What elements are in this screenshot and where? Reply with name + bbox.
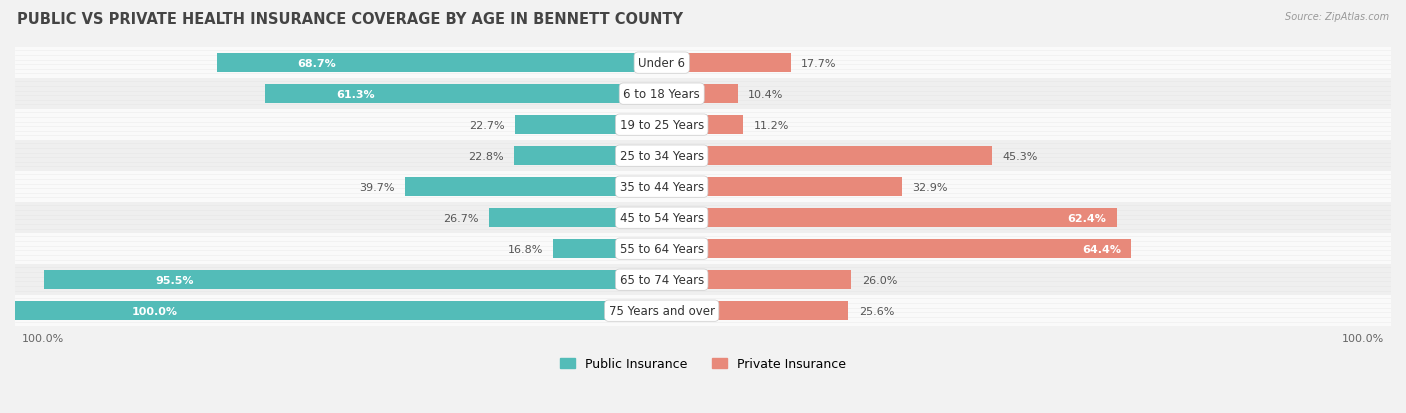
Bar — [515, 147, 662, 166]
Text: Under 6: Under 6 — [638, 57, 685, 70]
Text: 45 to 54 Years: 45 to 54 Years — [620, 211, 704, 225]
Text: 16.8%: 16.8% — [508, 244, 543, 254]
Text: 100.0%: 100.0% — [22, 333, 65, 343]
Text: Source: ZipAtlas.com: Source: ZipAtlas.com — [1285, 12, 1389, 22]
Bar — [15, 203, 1391, 234]
Bar — [15, 301, 662, 320]
Bar — [15, 141, 1391, 172]
Bar — [405, 178, 662, 197]
Legend: Public Insurance, Private Insurance: Public Insurance, Private Insurance — [560, 357, 846, 370]
Bar — [266, 85, 662, 104]
Text: 26.0%: 26.0% — [862, 275, 897, 285]
Text: 25.6%: 25.6% — [859, 306, 894, 316]
Bar — [15, 234, 1391, 264]
Bar — [662, 178, 901, 197]
Text: 45.3%: 45.3% — [1002, 151, 1038, 161]
Bar — [489, 209, 662, 228]
Text: 62.4%: 62.4% — [1067, 213, 1107, 223]
Bar — [662, 147, 993, 166]
Bar — [553, 240, 662, 259]
Text: 17.7%: 17.7% — [801, 59, 837, 69]
Text: 26.7%: 26.7% — [443, 213, 478, 223]
Bar — [662, 116, 744, 135]
Text: 95.5%: 95.5% — [155, 275, 194, 285]
Text: PUBLIC VS PRIVATE HEALTH INSURANCE COVERAGE BY AGE IN BENNETT COUNTY: PUBLIC VS PRIVATE HEALTH INSURANCE COVER… — [17, 12, 683, 27]
Bar — [15, 172, 1391, 203]
Bar — [662, 85, 738, 104]
Text: 55 to 64 Years: 55 to 64 Years — [620, 242, 704, 256]
Bar — [15, 79, 1391, 110]
Text: 100.0%: 100.0% — [131, 306, 177, 316]
Text: 32.9%: 32.9% — [912, 182, 948, 192]
Text: 39.7%: 39.7% — [359, 182, 395, 192]
Bar — [15, 295, 1391, 326]
Bar — [662, 54, 790, 73]
Text: 25 to 34 Years: 25 to 34 Years — [620, 150, 704, 163]
Text: 100.0%: 100.0% — [1341, 333, 1384, 343]
Text: 22.8%: 22.8% — [468, 151, 503, 161]
Bar — [15, 110, 1391, 141]
Text: 61.3%: 61.3% — [336, 89, 375, 100]
Bar — [515, 116, 662, 135]
Text: 6 to 18 Years: 6 to 18 Years — [623, 88, 700, 101]
Bar — [662, 271, 851, 290]
Bar — [15, 264, 1391, 295]
Text: 19 to 25 Years: 19 to 25 Years — [620, 119, 704, 132]
Bar — [662, 209, 1116, 228]
Text: 75 Years and over: 75 Years and over — [609, 304, 714, 318]
Text: 64.4%: 64.4% — [1083, 244, 1121, 254]
Bar — [15, 48, 1391, 79]
Bar — [662, 240, 1132, 259]
Text: 35 to 44 Years: 35 to 44 Years — [620, 181, 704, 194]
Text: 65 to 74 Years: 65 to 74 Years — [620, 273, 704, 287]
Text: 68.7%: 68.7% — [298, 59, 336, 69]
Bar — [44, 271, 662, 290]
Bar — [662, 301, 848, 320]
Bar — [218, 54, 662, 73]
Text: 22.7%: 22.7% — [470, 120, 505, 131]
Text: 10.4%: 10.4% — [748, 89, 783, 100]
Text: 11.2%: 11.2% — [754, 120, 789, 131]
